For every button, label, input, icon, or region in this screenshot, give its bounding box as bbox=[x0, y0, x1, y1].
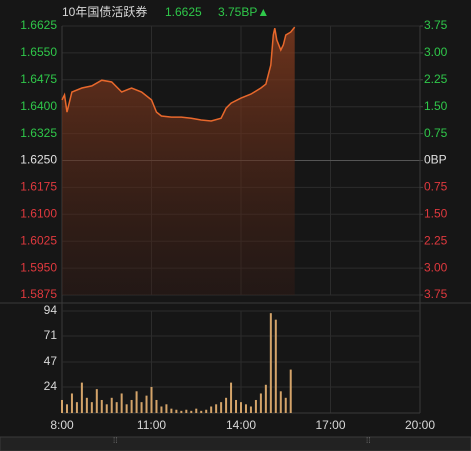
y2-tick-label: 2.25 bbox=[424, 233, 448, 247]
x-tick-label: 14:00 bbox=[226, 418, 256, 432]
volume-bar bbox=[95, 389, 98, 413]
volume-bar bbox=[264, 384, 267, 413]
y2-tick-label: 3.75 bbox=[424, 18, 448, 32]
volume-bar bbox=[210, 406, 213, 413]
scrollbar[interactable] bbox=[0, 436, 471, 451]
y-tick-label: 1.6325 bbox=[20, 126, 57, 140]
y2-tick-label: 3.00 bbox=[424, 260, 448, 274]
y2-tick-label: 3.00 bbox=[424, 45, 448, 59]
volume-bar bbox=[235, 399, 238, 413]
chart-title: 10年国债活跃券 bbox=[62, 4, 147, 19]
volume-bar bbox=[284, 397, 287, 413]
volume-bar bbox=[61, 399, 63, 413]
volume-bar bbox=[220, 402, 223, 413]
x-tick-label: 17:00 bbox=[315, 418, 345, 432]
volume-bar bbox=[259, 393, 262, 413]
volume-bar bbox=[150, 386, 153, 413]
grip: ⁞⁞ bbox=[113, 436, 117, 445]
y-tick-label: 1.6175 bbox=[20, 180, 57, 194]
volume-bar bbox=[195, 408, 198, 413]
volume-bar bbox=[75, 402, 78, 413]
y-tick-label: 1.6100 bbox=[20, 206, 57, 220]
volume-bar bbox=[105, 404, 108, 413]
y2-tick-label: 0.75 bbox=[424, 180, 448, 194]
volume-bar bbox=[215, 404, 218, 413]
volume-bar bbox=[269, 313, 272, 413]
y-tick-label: 47 bbox=[44, 354, 58, 368]
volume-bar bbox=[254, 399, 257, 413]
volume-bar bbox=[180, 410, 183, 413]
volume-bar bbox=[205, 409, 208, 413]
volume-bar bbox=[289, 369, 292, 413]
plot: 8:00 11:00 14:00 17:00 20:00 1.6625 1.6550 1.64… bbox=[20, 18, 447, 432]
volume-bar bbox=[135, 391, 138, 413]
y-tick-label: 1.6475 bbox=[20, 72, 57, 86]
y-tick-label: 1.6625 bbox=[20, 18, 57, 32]
x-tick-label: 8:00 bbox=[50, 418, 74, 432]
volume-bar bbox=[190, 410, 193, 413]
last-price: 1.6625 bbox=[165, 5, 202, 19]
y2-tick-label: 0BP bbox=[424, 153, 447, 167]
y-tick-label: 24 bbox=[44, 379, 58, 393]
y-tick-label: 1.6025 bbox=[20, 233, 57, 247]
y-tick-label: 1.6400 bbox=[20, 99, 57, 113]
volume-bar bbox=[65, 404, 68, 413]
volume-bar bbox=[249, 406, 252, 413]
grip: ⁞⁞ bbox=[366, 436, 370, 445]
y-tick-label: 94 bbox=[44, 303, 58, 317]
volume-bar bbox=[185, 409, 188, 413]
volume-bar bbox=[244, 404, 247, 413]
volume-bar bbox=[80, 382, 83, 413]
y-tick-label: 71 bbox=[44, 328, 58, 342]
price-line bbox=[61, 26, 296, 122]
volume-bar bbox=[90, 402, 93, 413]
volume-bar bbox=[85, 397, 88, 413]
volume-bar bbox=[125, 404, 128, 413]
volume-bar bbox=[100, 399, 103, 413]
area bbox=[62, 27, 295, 295]
volume-bar bbox=[200, 410, 203, 413]
x-tick-label: 11:00 bbox=[137, 418, 166, 432]
volume-bar bbox=[110, 397, 113, 413]
volume-bar bbox=[170, 408, 173, 413]
y-tick-label: 1.5950 bbox=[20, 260, 57, 274]
y2-tick-label: 1.50 bbox=[424, 206, 448, 220]
volume-bar bbox=[240, 402, 242, 413]
y2-tick-label: 3.75 bbox=[424, 287, 448, 301]
volume-bar bbox=[274, 319, 277, 413]
volume-bar bbox=[155, 399, 158, 413]
volume-bar bbox=[165, 404, 168, 413]
volume-bar bbox=[160, 406, 163, 413]
volume-bar bbox=[225, 397, 228, 413]
volume-bar bbox=[140, 402, 143, 413]
volume-bar bbox=[70, 393, 73, 413]
volume-bar bbox=[230, 382, 233, 413]
volume-bar bbox=[115, 402, 118, 413]
change: 3.75BP▲ bbox=[218, 5, 269, 19]
y2-tick-label: 0.75 bbox=[424, 126, 448, 140]
x-tick-label: 20:00 bbox=[405, 418, 435, 432]
y-tick-label: 1.5875 bbox=[20, 287, 57, 301]
volume-bar bbox=[130, 399, 133, 413]
volume-bar bbox=[145, 395, 148, 413]
y2-tick-label: 1.50 bbox=[424, 99, 448, 113]
y-tick-label: 1.6550 bbox=[20, 45, 57, 59]
volume-bar bbox=[120, 393, 123, 413]
volume-bar bbox=[279, 391, 282, 413]
y-tick-label: 1.6250 bbox=[20, 153, 57, 167]
y2-tick-label: 2.25 bbox=[424, 72, 448, 86]
volume-bar bbox=[175, 409, 178, 413]
